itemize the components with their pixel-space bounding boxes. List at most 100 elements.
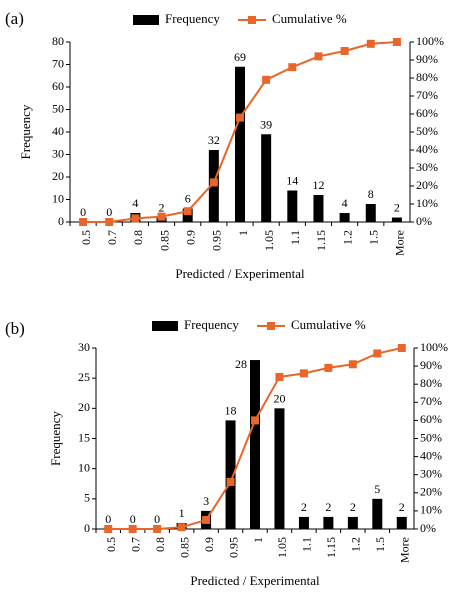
bar — [250, 360, 260, 529]
x-tick-label: 0.5 — [79, 230, 93, 245]
y2-tick-label: 90% — [420, 358, 442, 372]
y2-tick-label: 90% — [416, 52, 438, 66]
data-label: 3 — [203, 494, 209, 508]
cumulative-marker — [209, 178, 218, 187]
y2-tick-label: 20% — [416, 178, 438, 192]
legend-marker-cumulative — [248, 16, 256, 24]
data-label: 5 — [374, 482, 380, 496]
data-label: 14 — [286, 174, 298, 188]
y2-tick-label: 80% — [420, 376, 442, 390]
legend: Frequency Cumulative % — [152, 317, 366, 332]
y2-tick-label: 50% — [420, 430, 442, 444]
data-label: 0 — [105, 512, 111, 526]
x-tick-label: 1 — [251, 537, 265, 543]
y-tick-label: 15 — [78, 430, 90, 444]
y2-tick-label: 10% — [420, 503, 442, 517]
cumulative-marker — [226, 477, 235, 486]
y2-tick-label: 30% — [416, 160, 438, 174]
data-label: 2 — [350, 500, 356, 514]
data-label: 8 — [368, 187, 374, 201]
x-tick-label: 1.15 — [324, 537, 338, 558]
cumulative-marker — [299, 369, 308, 378]
x-tick-label: 1 — [236, 230, 250, 236]
y2-tick-label: 100% — [420, 340, 448, 354]
y-tick-label: 5 — [84, 491, 90, 505]
data-label: 32 — [208, 133, 220, 147]
cumulative-marker — [251, 416, 259, 425]
y2-tick-label: 40% — [420, 448, 442, 462]
x-tick-label: 1.2 — [349, 537, 363, 552]
x-tick-label: 1.1 — [300, 537, 314, 552]
data-label: 28 — [235, 357, 247, 371]
x-tick-label: 1.05 — [275, 537, 289, 558]
bar — [287, 190, 298, 222]
cumulative-marker — [275, 372, 284, 381]
legend: Frequency Cumulative % — [133, 11, 347, 26]
x-tick-label: 0.8 — [131, 230, 145, 245]
cumulative-marker — [104, 525, 113, 533]
cumulative-marker — [392, 38, 401, 46]
bar — [298, 516, 309, 529]
x-tick-label: 0.95 — [226, 537, 240, 558]
cumulative-marker — [177, 523, 186, 532]
legend-label-frequency: Frequency — [165, 11, 220, 26]
data-label: 0 — [80, 205, 86, 219]
y2-tick-label: 0% — [420, 521, 436, 535]
legend-marker-cumulative — [267, 322, 275, 330]
y2-tick-label: 70% — [420, 394, 442, 408]
legend-label-frequency: Frequency — [184, 317, 239, 332]
data-label: 0 — [106, 205, 112, 219]
y2-tick-label: 100% — [416, 34, 444, 48]
x-axis-label: Predicted / Experimental — [190, 573, 320, 588]
chart-panel-b: (b) Frequency Cumulative %0510152025300%10… — [5, 317, 448, 588]
bar — [274, 408, 285, 529]
x-tick-label: More — [393, 230, 407, 256]
x-tick-label: 0.85 — [177, 537, 191, 558]
bar — [347, 516, 358, 529]
y2-tick-label: 10% — [416, 196, 438, 210]
legend-swatch-frequency — [133, 15, 159, 25]
data-label: 2 — [394, 201, 400, 215]
y-tick-label: 60 — [52, 79, 64, 93]
data-label: 12 — [312, 178, 324, 192]
panel-label: (a) — [5, 9, 24, 28]
data-label: 2 — [325, 500, 331, 514]
y-tick-label: 20 — [78, 400, 90, 414]
data-label: 4 — [342, 196, 348, 210]
x-tick-label: 1.2 — [340, 230, 354, 245]
cumulative-marker — [202, 515, 211, 524]
x-axis-label: Predicted / Experimental — [175, 266, 305, 281]
data-label: 0 — [130, 512, 136, 526]
bar — [261, 134, 272, 222]
cumulative-marker — [340, 47, 349, 55]
y-tick-label: 25 — [78, 370, 90, 384]
bar — [372, 498, 383, 529]
x-tick-label: 1.05 — [262, 230, 276, 251]
data-label: 2 — [301, 500, 307, 514]
bar — [391, 217, 402, 222]
cumulative-marker — [314, 52, 323, 61]
x-tick-label: 0.8 — [153, 537, 167, 552]
data-label: 39 — [260, 117, 272, 131]
bar — [225, 420, 236, 529]
data-label: 1 — [179, 506, 185, 520]
y-tick-label: 40 — [52, 124, 64, 138]
cumulative-marker — [397, 344, 406, 352]
bar — [365, 204, 376, 222]
bar — [396, 516, 407, 529]
x-tick-label: 0.85 — [157, 230, 171, 251]
data-label: 0 — [154, 512, 160, 526]
bar — [339, 213, 350, 222]
x-tick-label: 0.5 — [104, 537, 118, 552]
cumulative-marker — [128, 525, 137, 533]
chart-panel-a: (a) Frequency Cumulative %0102030405060708… — [5, 9, 444, 281]
x-tick-label: 0.9 — [183, 230, 197, 245]
x-tick-label: 0.7 — [105, 230, 119, 245]
cumulative-marker — [153, 525, 162, 533]
cumulative-marker — [183, 207, 192, 216]
y-tick-label: 10 — [52, 191, 64, 205]
y-tick-label: 0 — [84, 521, 90, 535]
data-label: 20 — [273, 391, 285, 405]
bar — [323, 516, 334, 529]
